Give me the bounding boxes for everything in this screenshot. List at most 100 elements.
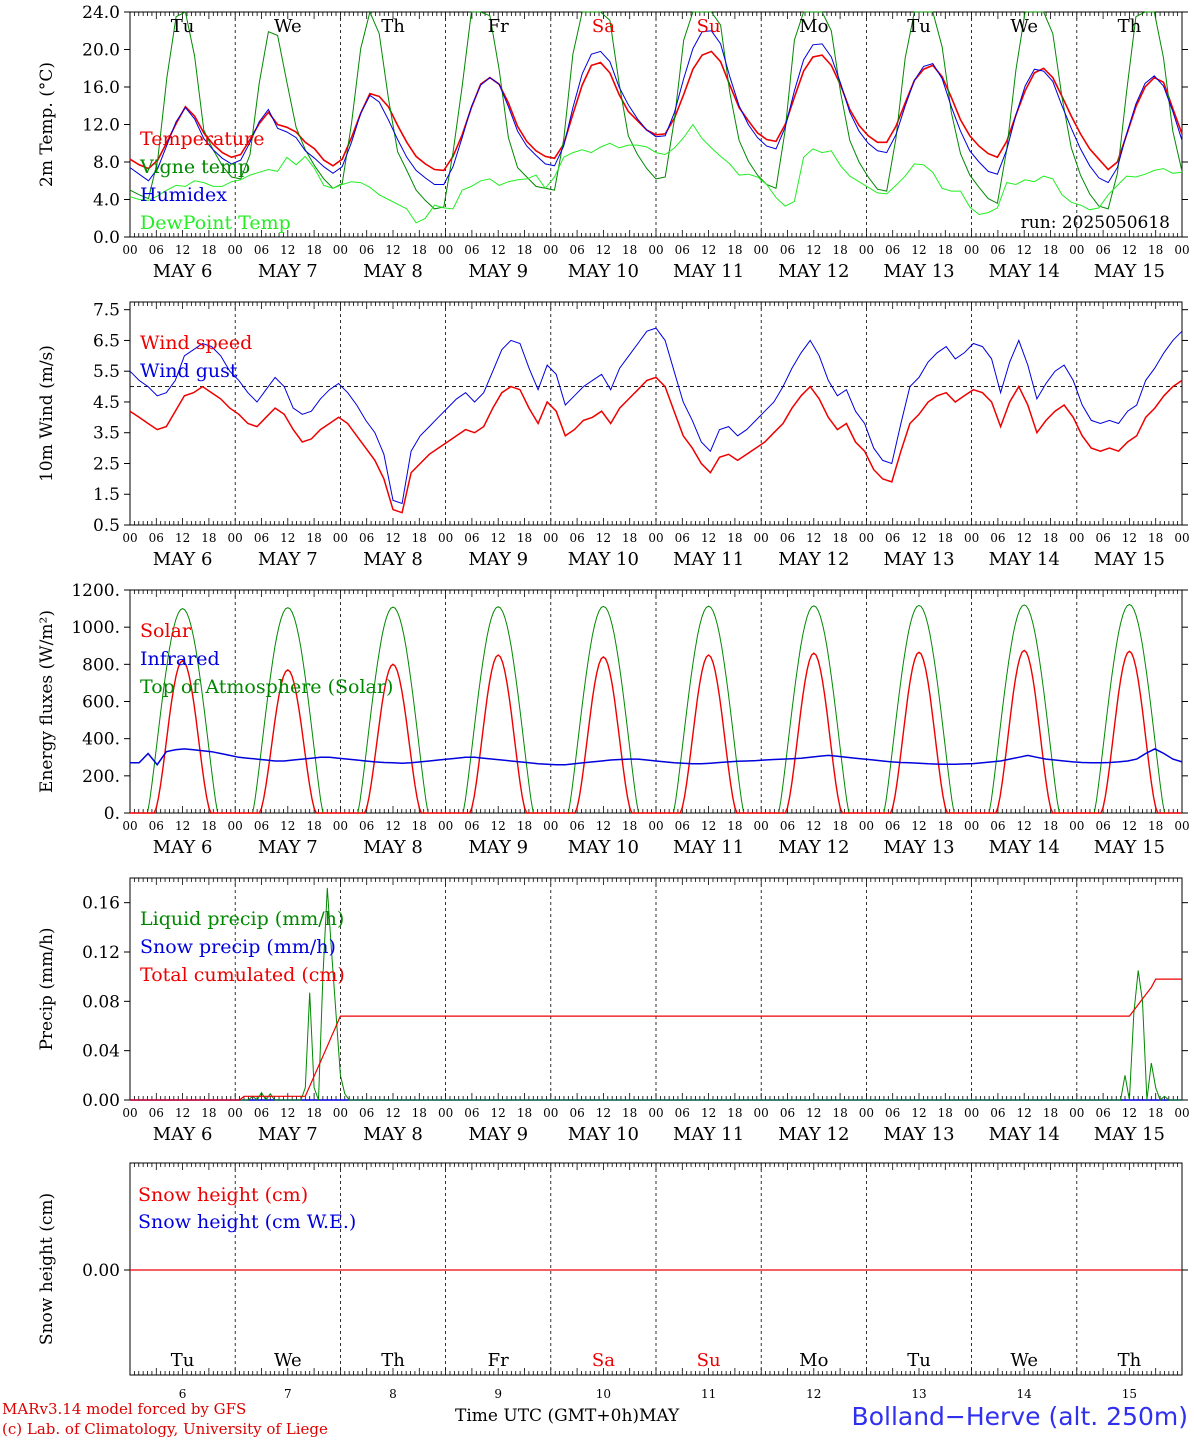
day-number-label: 8 — [389, 1387, 397, 1401]
hour-tick-label: 18 — [1148, 1106, 1163, 1120]
day-number-label: 10 — [596, 1387, 611, 1401]
hour-tick-label: 06 — [254, 531, 269, 545]
y-tick-label: 0.04 — [82, 1042, 120, 1062]
hour-tick-label: 00 — [1174, 1106, 1189, 1120]
hour-tick-label: 12 — [385, 243, 400, 257]
hour-tick-label: 18 — [938, 531, 953, 545]
hour-tick-label: 18 — [517, 243, 532, 257]
date-label: MAY 14 — [989, 549, 1060, 570]
date-label: MAY 15 — [1094, 549, 1165, 570]
date-label: MAY 9 — [468, 549, 528, 570]
hour-tick-label: 06 — [675, 819, 690, 833]
hour-tick-label: 18 — [306, 531, 321, 545]
hour-tick-label: 12 — [806, 1106, 821, 1120]
hour-tick-label: 00 — [754, 243, 769, 257]
hour-tick-label: 00 — [333, 819, 348, 833]
hour-tick-label: 00 — [648, 243, 663, 257]
hour-tick-label: 06 — [464, 531, 479, 545]
hour-tick-label: 00 — [648, 1106, 663, 1120]
hour-tick-label: 12 — [491, 243, 506, 257]
date-label: MAY 7 — [258, 837, 318, 858]
weekday-label: Fr — [488, 1350, 509, 1371]
legend-entry: Solar — [140, 620, 192, 642]
hour-tick-label: 06 — [569, 243, 584, 257]
hour-tick-label: 18 — [412, 819, 427, 833]
hour-tick-label: 00 — [228, 1106, 243, 1120]
hour-tick-label: 06 — [254, 243, 269, 257]
date-label: MAY 14 — [989, 1124, 1060, 1145]
hour-tick-label: 12 — [280, 1106, 295, 1120]
date-label: MAY 13 — [883, 261, 954, 282]
weekday-label: Su — [697, 1350, 721, 1371]
hour-tick-label: 18 — [1148, 531, 1163, 545]
legend-entry: Snow precip (mm/h) — [140, 936, 336, 958]
legend-entry: Infrared — [140, 648, 220, 670]
hour-tick-label: 12 — [701, 819, 716, 833]
panel-frame — [129, 589, 1183, 814]
y-tick-label: 20.0 — [82, 41, 120, 61]
hour-tick-label: 12 — [596, 1106, 611, 1120]
hour-tick-label: 00 — [122, 243, 137, 257]
weekday-label: Tu — [907, 1350, 931, 1371]
day-number-label: 14 — [1017, 1387, 1033, 1401]
hour-tick-label: 06 — [990, 819, 1005, 833]
hour-tick-label: 18 — [622, 243, 637, 257]
hour-tick-label: 06 — [990, 243, 1005, 257]
hour-tick-label: 12 — [596, 819, 611, 833]
y-tick-label: 3.5 — [93, 424, 120, 444]
hour-tick-label: 12 — [1017, 243, 1032, 257]
legend-entry: Temperature — [140, 128, 264, 150]
y-tick-label: 0.0 — [93, 228, 120, 248]
date-label: MAY 9 — [468, 1124, 528, 1145]
hour-tick-label: 12 — [280, 531, 295, 545]
hour-tick-label: 06 — [149, 819, 164, 833]
hour-tick-label: 12 — [175, 243, 190, 257]
month-label: MAY — [639, 1406, 680, 1426]
date-label: MAY 15 — [1094, 261, 1165, 282]
date-label: MAY 10 — [568, 1124, 639, 1145]
legend-entry: Top of Atmosphere (Solar) — [140, 676, 393, 698]
hour-tick-label: 06 — [359, 531, 374, 545]
hour-tick-label: 12 — [1017, 531, 1032, 545]
hour-tick-label: 12 — [911, 531, 926, 545]
series-line — [130, 649, 1182, 814]
date-label: MAY 12 — [778, 837, 849, 858]
y-tick-label: 2.5 — [93, 454, 120, 474]
y-tick-label: 0.00 — [82, 1091, 120, 1111]
hour-tick-label: 06 — [569, 1106, 584, 1120]
hour-tick-label: 18 — [306, 819, 321, 833]
hour-tick-label: 12 — [911, 243, 926, 257]
y-tick-label: 24.0 — [82, 3, 120, 23]
day-number-label: 9 — [494, 1387, 502, 1401]
date-label: MAY 6 — [153, 837, 213, 858]
date-label: MAY 10 — [568, 837, 639, 858]
hour-tick-label: 00 — [754, 1106, 769, 1120]
date-label: MAY 7 — [258, 549, 318, 570]
hour-tick-label: 12 — [280, 819, 295, 833]
date-label: MAY 11 — [673, 1124, 744, 1145]
weekday-label: Mo — [799, 1350, 828, 1371]
date-label: MAY 12 — [778, 261, 849, 282]
hour-tick-label: 18 — [412, 1106, 427, 1120]
hour-tick-label: 12 — [1122, 819, 1137, 833]
hour-tick-label: 06 — [885, 243, 900, 257]
y-tick-label: 0.5 — [93, 516, 120, 536]
hour-tick-label: 06 — [569, 819, 584, 833]
day-number-label: 12 — [806, 1387, 821, 1401]
hour-tick-label: 06 — [254, 1106, 269, 1120]
date-label: MAY 14 — [989, 261, 1060, 282]
hour-tick-label: 06 — [675, 1106, 690, 1120]
hour-tick-label: 06 — [780, 243, 795, 257]
hour-tick-label: 18 — [517, 531, 532, 545]
y-tick-label: 0.12 — [82, 943, 120, 963]
hour-tick-label: 00 — [1174, 243, 1189, 257]
station-name: Bolland−Herve (alt. 250m) — [851, 1402, 1188, 1431]
hour-tick-label: 18 — [1043, 243, 1058, 257]
hour-tick-label: 18 — [1148, 243, 1163, 257]
hour-tick-label: 06 — [1095, 1106, 1110, 1120]
day-number-label: 13 — [911, 1387, 926, 1401]
hour-tick-label: 18 — [938, 243, 953, 257]
hour-tick-label: 06 — [359, 819, 374, 833]
model-credit: MARv3.14 model forced by GFS — [2, 1400, 247, 1418]
hour-tick-label: 18 — [1043, 1106, 1058, 1120]
